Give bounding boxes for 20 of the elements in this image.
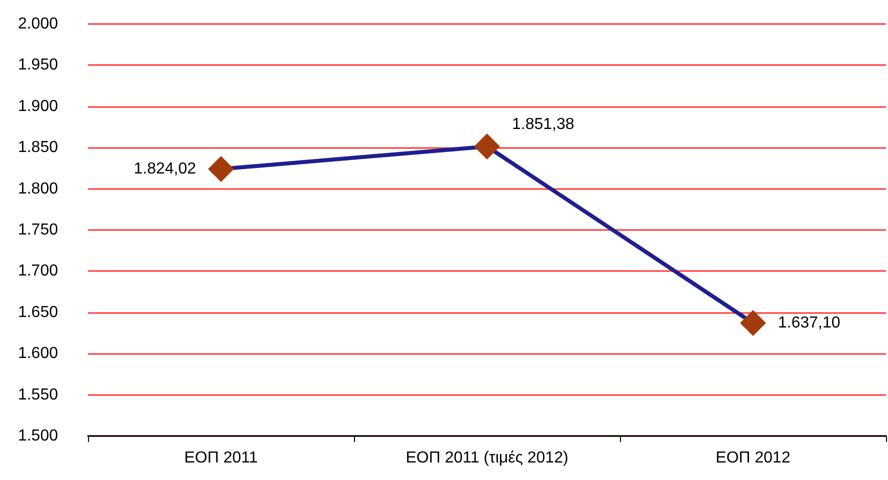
x-tick-label: ΕΟΠ 2011 — [184, 450, 258, 466]
y-tick-label: 1.850 — [18, 139, 58, 156]
data-label: 1.851,38 — [512, 116, 574, 133]
y-tick-label: 1.700 — [18, 262, 58, 280]
point — [208, 156, 234, 182]
data-label: 1.637,10 — [778, 314, 840, 332]
y-tick-label: 1.550 — [18, 386, 58, 404]
y-tick-label: 1.650 — [18, 304, 58, 321]
x-tick-label: ΕΟΠ 2012 — [716, 450, 790, 466]
x-tick-label: ΕΟΠ 2011 (τιμές 2012) — [406, 450, 568, 466]
data-label: 1.824,02 — [134, 160, 196, 178]
y-tick-label: 2.000 — [18, 16, 58, 32]
y-tick-label: 1.600 — [18, 345, 58, 362]
y-tick-label: 1.800 — [18, 180, 58, 198]
y-tick-label: 1.900 — [18, 98, 58, 115]
y-tick-label: 1.950 — [18, 56, 58, 74]
y-tick-label: 1.500 — [18, 428, 58, 444]
point — [740, 310, 766, 336]
point — [474, 133, 500, 160]
y-tick-label: 1.750 — [18, 222, 58, 238]
